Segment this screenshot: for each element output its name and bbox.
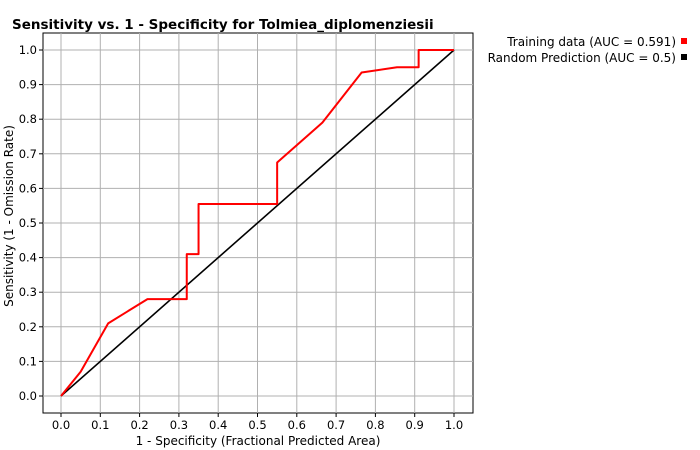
x-tick-label: 0.3 — [170, 418, 188, 432]
x-tick-label: 0.2 — [130, 418, 148, 432]
y-tick-label: 0.6 — [19, 181, 37, 195]
x-tick-label: 0.0 — [52, 418, 70, 432]
tick-layer: 0.0 0.1 0.2 0.3 0.4 0.5 0.6 0.7 0.8 0.9 1.0 0.0 0.1 0… — [19, 43, 463, 432]
y-tick-label: 0.1 — [19, 354, 37, 368]
y-tick-label: 0.0 — [19, 389, 37, 403]
training-data-line — [60, 49, 454, 397]
x-axis-label: 1 - Specificity (Fractional Predicted Ar… — [136, 434, 381, 448]
y-tick-label: 0.9 — [19, 78, 37, 92]
y-tick-label: 0.5 — [19, 216, 37, 230]
legend: Training data (AUC = 0.591) Random Predic… — [488, 35, 687, 65]
legend-label: Random Prediction (AUC = 0.5) — [488, 51, 676, 65]
legend-label: Training data (AUC = 0.591) — [506, 35, 676, 49]
x-tick-label: 0.6 — [288, 418, 306, 432]
y-tick-label: 0.4 — [19, 251, 37, 265]
x-tick-label: 0.1 — [91, 418, 109, 432]
x-tick-label: 0.9 — [406, 418, 424, 432]
y-tick-label: 0.3 — [19, 285, 37, 299]
x-tick-label: 1.0 — [445, 418, 463, 432]
x-tick-label: 0.5 — [248, 418, 266, 432]
y-tick-label: 0.2 — [19, 320, 37, 334]
y-tick-label: 0.7 — [19, 147, 37, 161]
legend-marker — [681, 54, 687, 60]
series-layer — [60, 49, 455, 397]
x-tick-label: 0.7 — [327, 418, 345, 432]
grid-layer — [43, 33, 473, 413]
x-tick-label: 0.4 — [209, 418, 227, 432]
legend-marker — [681, 38, 687, 44]
y-axis-label: Sensitivity (1 - Omission Rate) — [2, 125, 16, 307]
random-prediction-line — [60, 49, 455, 397]
x-tick-label: 0.8 — [366, 418, 384, 432]
y-tick-label: 0.8 — [19, 112, 37, 126]
chart-title: Sensitivity vs. 1 - Specificity for Tolm… — [12, 17, 434, 33]
y-tick-label: 1.0 — [19, 43, 37, 57]
